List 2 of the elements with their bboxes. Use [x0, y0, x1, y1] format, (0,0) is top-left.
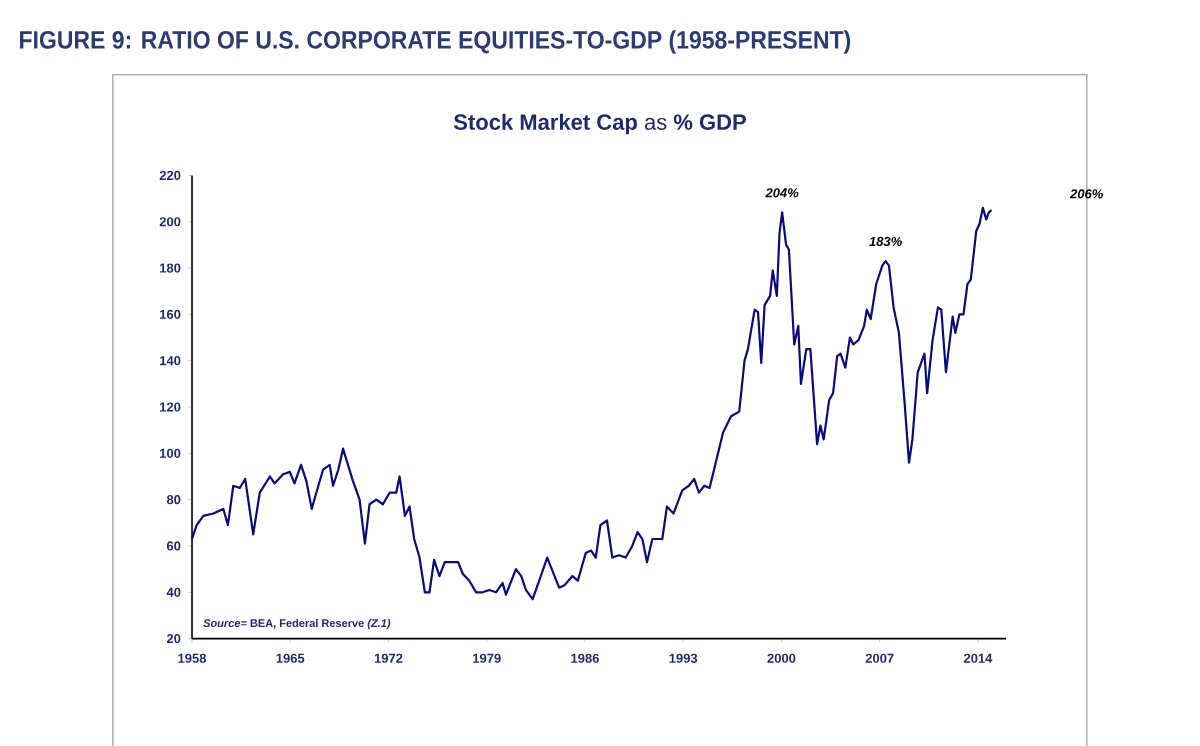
- chart-title: FIGURE 9: RATIO OF U.S. CORPORATE EQUITIES-TO-GDP (1958-PRESENT): [20, 30, 851, 54]
- chart-subtitle: Stock Market Cap as % GDP: [453, 113, 746, 135]
